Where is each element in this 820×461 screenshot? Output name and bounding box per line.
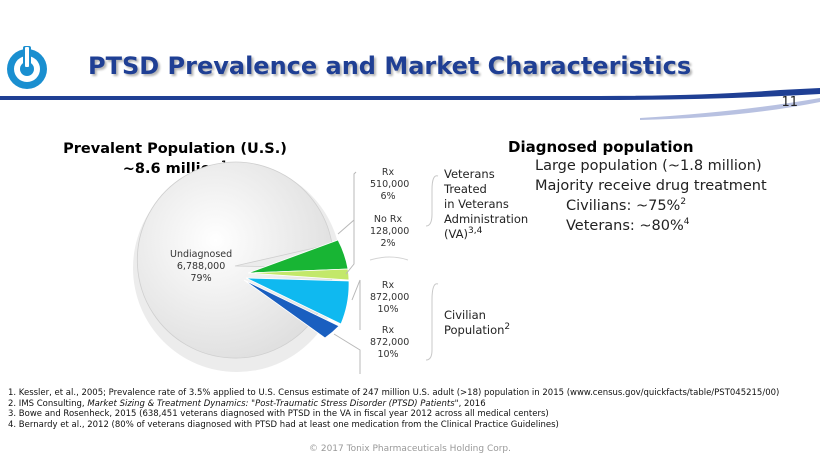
copyright: © 2017 Tonix Pharmaceuticals Holding Cor… xyxy=(308,444,512,454)
header-swoosh-bar xyxy=(0,88,820,120)
pie-label-vet-rx-value: 510,000 xyxy=(370,179,410,190)
pie-label-civ-rx-1-percent: 10% xyxy=(377,304,399,315)
pie-label-civ-rx-1-value: 872,000 xyxy=(370,292,410,303)
pie-label-vet-rx-name: Rx xyxy=(381,167,395,178)
civilian-line-1: Civilian xyxy=(444,308,486,322)
footnote-2-post: , 2016 xyxy=(458,398,486,409)
diagnosed-veterans-ref: 4 xyxy=(683,217,690,228)
civilian-line-2: Population2 xyxy=(444,323,510,338)
civilian-ref: 2 xyxy=(504,322,511,333)
veterans-bracket xyxy=(425,175,439,227)
diagnosed-line-1: Large population (~1.8 million) xyxy=(535,158,762,174)
pie-slice-civilian-rx-1 xyxy=(245,277,350,325)
footnote-1: 1. Kessler, et al., 2005; Prevalence rat… xyxy=(8,388,780,398)
leader-line-civ-rx-2 xyxy=(333,333,361,374)
diagnosed-veterans: Veterans: ~80%4 xyxy=(566,218,690,234)
pie-label-undiagnosed-percent: 79% xyxy=(190,273,212,284)
footnote-2-italic: Market Sizing & Treatment Dynamics: "Pos… xyxy=(87,398,459,409)
pie-label-undiagnosed-name: Undiagnosed xyxy=(170,249,233,260)
pie-label-civ-rx-2-percent: 10% xyxy=(377,349,399,360)
pie-label-civ-rx-2-value: 872,000 xyxy=(370,337,410,348)
footnote-4: 4. Bernardy et al., 2012 (80% of veteran… xyxy=(8,419,559,430)
civilian-bracket xyxy=(425,283,439,361)
leader-line-vet-norx xyxy=(345,212,355,275)
veterans-line-1: Veterans xyxy=(444,167,495,181)
pie-label-vet-norx-value: 128,000 xyxy=(370,226,410,237)
diagnosed-population-title: Diagnosed population xyxy=(508,138,694,156)
pie-label-vet-norx-name: No Rx xyxy=(373,214,403,225)
diagnosed-veterans-text: Veterans: ~80% xyxy=(566,218,684,234)
pie-label-civ-rx-1: Rx 872,000 10% xyxy=(370,280,410,316)
pie-slice-civilian-rx-2 xyxy=(243,279,340,339)
diagnosed-line-2: Majority receive drug treatment xyxy=(535,178,767,194)
pie-label-vet-norx-percent: 2% xyxy=(380,238,396,249)
footnote-3: 3. Bowe and Rosenheck, 2015 (638,451 vet… xyxy=(8,409,549,419)
veterans-va: (VA) xyxy=(444,227,468,241)
pie-label-vet-norx: No Rx 128,000 2% xyxy=(370,214,410,250)
veterans-line-3: in Veterans xyxy=(444,197,509,211)
pie-slice-veterans-norx xyxy=(247,268,350,281)
leader-line-civ-rx-1 xyxy=(351,279,361,330)
prevalence-pie-chart xyxy=(133,161,439,374)
diagnosed-civilians-ref: 2 xyxy=(680,197,687,208)
pie-label-vet-rx-percent: 6% xyxy=(380,191,396,202)
veterans-group-label: Veterans Treated in Veterans Administrat… xyxy=(444,167,528,242)
page-number: 11 xyxy=(781,95,798,110)
connector-mid xyxy=(369,256,409,261)
pie-label-civ-rx-2-name: Rx xyxy=(381,325,395,336)
leader-line-vet-rx xyxy=(337,171,357,235)
diagnosed-civilians-text: Civilians: ~75% xyxy=(566,198,681,214)
tonix-logo-icon xyxy=(7,46,47,89)
pie-label-undiagnosed-value: 6,788,000 xyxy=(176,261,226,272)
diagnosed-civilians: Civilians: ~75%2 xyxy=(566,198,686,214)
veterans-line-5: (VA)3,4 xyxy=(444,227,528,242)
veterans-ref: 3,4 xyxy=(467,226,483,237)
footnote-2: 2. IMS Consulting, Market Sizing & Treat… xyxy=(8,399,779,410)
prevalent-population-label: Prevalent Population (U.S.) xyxy=(63,141,287,157)
pie-label-vet-rx: Rx 510,000 6% xyxy=(370,167,410,203)
civilian-population: Population xyxy=(444,323,505,337)
pie-label-civ-rx-1-name: Rx xyxy=(381,280,395,291)
veterans-line-4: Administration xyxy=(444,212,529,226)
veterans-line-2: Treated xyxy=(444,182,487,196)
pie-label-civ-rx-2: Rx 872,000 10% xyxy=(370,325,410,361)
footnotes: 1. Kessler, et al., 2005; Prevalence rat… xyxy=(8,388,779,430)
footnote-2-pre: 2. IMS Consulting, xyxy=(8,398,88,409)
civilian-group-label: Civilian Population2 xyxy=(444,308,510,338)
page-title: PTSD Prevalence and Market Characteristi… xyxy=(88,52,692,80)
pie-label-undiagnosed: Undiagnosed 6,788,000 79% xyxy=(170,249,232,285)
